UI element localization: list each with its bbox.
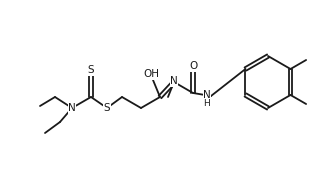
Text: S: S bbox=[104, 103, 110, 113]
Text: N: N bbox=[203, 90, 211, 100]
Text: O: O bbox=[189, 61, 197, 71]
Text: S: S bbox=[88, 65, 94, 75]
Text: H: H bbox=[204, 98, 211, 107]
Text: OH: OH bbox=[143, 69, 159, 79]
Text: N: N bbox=[170, 76, 178, 86]
Text: N: N bbox=[68, 103, 76, 113]
